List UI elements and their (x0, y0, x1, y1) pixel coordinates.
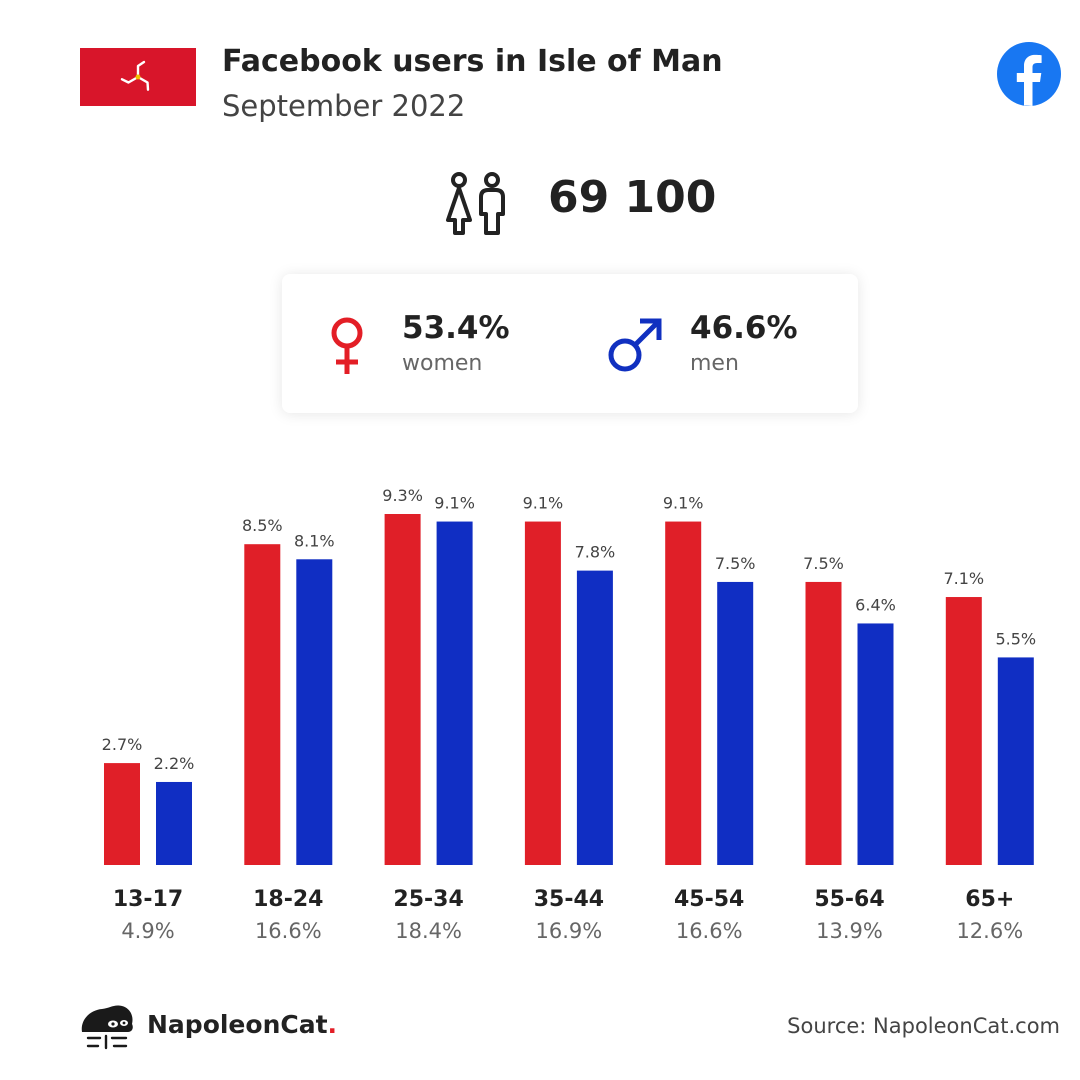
female-symbol-icon (331, 317, 363, 374)
bar-value-label: 7.8% (575, 543, 616, 562)
age-category-total: 16.6% (676, 919, 743, 943)
bar-value-label: 9.1% (523, 494, 564, 513)
napoleoncat-logo-icon (81, 1005, 133, 1050)
age-category-label: 18-24 (253, 887, 323, 912)
bar-25-34-series-1 (384, 514, 421, 865)
bar-18-24-series-2 (296, 559, 333, 865)
page-title: Facebook users in Isle of Man (222, 44, 723, 79)
bar-value-label: 9.1% (434, 494, 475, 513)
men-percentage: 46.6% (690, 310, 798, 346)
bar-55-64-series-1 (805, 581, 842, 865)
bar-value-label: 7.5% (803, 554, 844, 573)
age-category-total: 16.6% (255, 919, 322, 943)
brand-name-text: NapoleonCat (147, 1010, 328, 1039)
facebook-logo-icon (997, 42, 1061, 106)
brand-name: NapoleonCat. (147, 1010, 337, 1039)
male-symbol-icon (608, 318, 662, 372)
age-category-total: 16.9% (536, 919, 603, 943)
bar-value-label: 7.1% (943, 569, 984, 588)
bar-value-label: 9.1% (663, 494, 704, 513)
total-users-value: 69 100 (548, 172, 717, 223)
age-category-label: 25-34 (393, 887, 463, 912)
women-label: women (402, 351, 483, 376)
bar-13-17-series-1 (104, 763, 140, 865)
bar-18-24-series-1 (244, 544, 281, 865)
isle-of-man-flag (80, 48, 196, 106)
age-category-total: 18.4% (395, 919, 462, 943)
age-category-label: 55-64 (814, 887, 884, 912)
bar-35-44-series-2 (576, 570, 613, 865)
bar-value-label: 2.2% (154, 754, 195, 773)
age-category-total: 4.9% (121, 919, 174, 943)
age-category-label: 35-44 (534, 887, 604, 912)
bar-value-label: 6.4% (855, 595, 896, 614)
bar-25-34-series-2 (436, 521, 473, 865)
bar-65+-series-1 (945, 597, 982, 865)
age-category-label: 45-54 (674, 887, 744, 912)
bar-value-label: 8.5% (242, 516, 283, 535)
people-icon (446, 172, 505, 235)
bar-45-54-series-1 (665, 521, 702, 865)
bar-13-17-series-2 (156, 781, 192, 865)
source-credit: Source: NapoleonCat.com (787, 1014, 1060, 1038)
bar-value-label: 7.5% (715, 554, 756, 573)
age-category-total: 13.9% (816, 919, 883, 943)
bar-value-label: 2.7% (102, 735, 143, 754)
age-category-label: 65+ (965, 887, 1014, 912)
bar-45-54-series-2 (717, 581, 754, 865)
age-category-label: 13-17 (113, 887, 183, 912)
bar-35-44-series-1 (524, 521, 561, 865)
bar-value-label: 8.1% (294, 531, 335, 550)
page-subtitle: September 2022 (222, 89, 466, 123)
women-percentage: 53.4% (402, 310, 510, 346)
bar-value-label: 5.5% (995, 629, 1036, 648)
bar-55-64-series-2 (857, 623, 894, 865)
brand-dot: . (327, 1010, 338, 1039)
gender-summary-card: 53.4% women 46.6% men (282, 274, 858, 413)
bar-value-label: 9.3% (382, 486, 423, 505)
bar-65+-series-2 (997, 657, 1034, 865)
age-category-total: 12.6% (956, 919, 1023, 943)
men-label: men (690, 351, 739, 376)
